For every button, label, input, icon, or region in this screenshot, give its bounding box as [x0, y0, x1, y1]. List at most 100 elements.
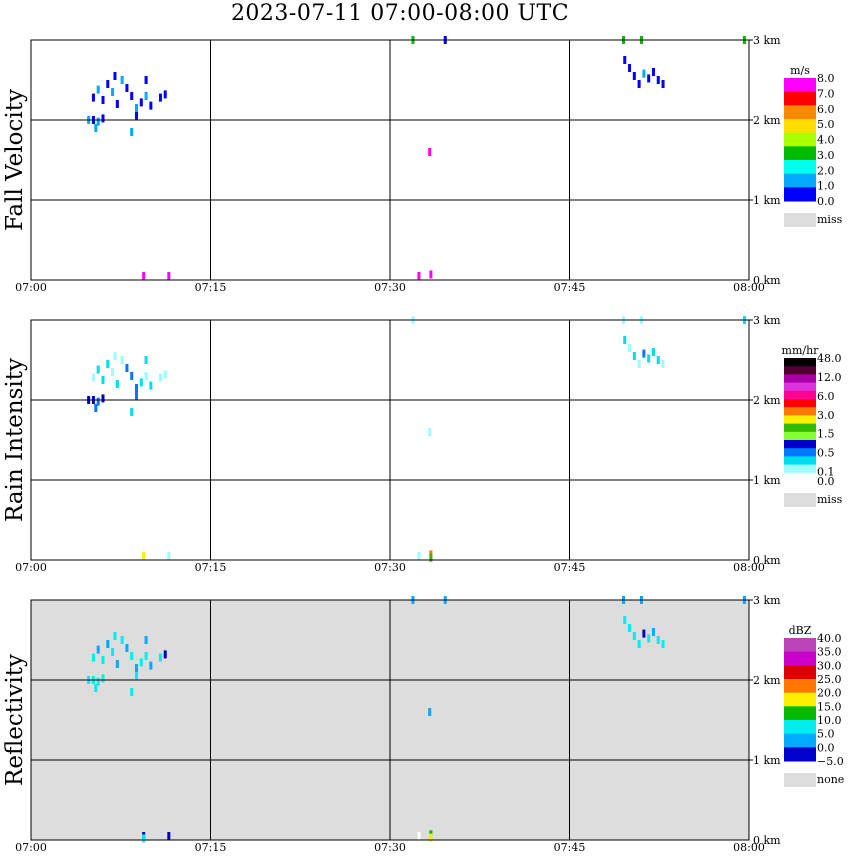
y-tick-label: 3 km: [753, 314, 781, 327]
legend-label: 40.0: [817, 632, 842, 645]
data-cell: [115, 100, 119, 108]
data-cell: [651, 68, 655, 76]
data-cell: [106, 360, 110, 368]
legend-swatch: [784, 638, 816, 653]
data-cell: [135, 664, 139, 672]
legend-swatch: [784, 665, 816, 680]
fall-velocity-chart: 07:00 07:15 07:30 07:45 08:000 km 1 km 2 km 3 k…: [15, 34, 842, 294]
y-tick-label: 3 km: [753, 594, 781, 607]
data-cell: [628, 64, 632, 72]
data-cell: [632, 72, 636, 80]
legend-label: 0.1: [817, 466, 835, 479]
data-cell: [96, 677, 100, 686]
x-tick-label: 07:45: [554, 561, 586, 574]
data-cell: [130, 408, 134, 416]
data-cell: [142, 272, 146, 280]
data-cell: [651, 348, 655, 356]
data-cell: [120, 636, 124, 644]
data-cell: [144, 92, 148, 100]
x-tick-label: 07:30: [374, 841, 406, 854]
legend-label: 6.0: [817, 103, 835, 116]
data-cell: [429, 553, 433, 562]
plot-frame: [30, 599, 750, 841]
legend-label: 0.0: [817, 195, 835, 208]
legend-label: 10.0: [817, 714, 842, 727]
legend-label: 0.5: [817, 447, 835, 460]
legend-swatch: [784, 747, 816, 762]
data-cell: [142, 552, 146, 560]
data-cell: [101, 656, 105, 664]
legend-label: 35.0: [817, 646, 842, 659]
legend-unit: m/s: [790, 64, 810, 77]
legend-swatch: [784, 390, 816, 400]
data-cell: [135, 112, 139, 120]
data-cell: [101, 376, 105, 384]
legend-label: 20.0: [817, 687, 842, 700]
data-cell: [125, 364, 129, 372]
fall-velocity-panel: Fall Velocity 07:00 07:15 07:30 07:45 08:00 0…: [0, 18, 850, 298]
data-cell: [149, 101, 153, 110]
legend-label: 25.0: [817, 673, 842, 686]
data-cell: [115, 660, 119, 668]
legend-swatch: [784, 407, 816, 416]
data-cell: [628, 624, 632, 632]
data-cell: [637, 80, 641, 88]
data-cell: [623, 56, 627, 64]
x-tick-label: 08:00: [733, 561, 765, 574]
data-cell: [130, 128, 134, 136]
legend-swatch: [784, 91, 816, 106]
data-cell: [96, 397, 100, 406]
data-cell: [647, 74, 651, 83]
y-tick-label: 0 km: [753, 554, 781, 567]
data-cell: [142, 834, 146, 843]
y-tick-label: 0 km: [753, 834, 781, 847]
legend-swatch: [784, 187, 816, 202]
data-cell: [144, 636, 148, 644]
data-cell: [91, 653, 95, 662]
legend-label: 48.0: [817, 352, 842, 365]
legend-swatch: [784, 399, 816, 408]
data-cell: [429, 833, 433, 842]
data-cell: [428, 708, 432, 716]
legend-label: 6.0: [817, 390, 835, 403]
data-cell: [642, 629, 646, 638]
legend-swatch: [784, 132, 816, 147]
data-cell: [96, 645, 100, 654]
data-cell: [656, 76, 660, 84]
rain-intensity-chart: 07:00 07:15 07:30 07:45 08:000 km 1 km 2 km 3 k…: [15, 314, 842, 574]
data-cell: [139, 378, 143, 387]
data-cell: [130, 372, 134, 380]
legend-label: 2.0: [817, 164, 835, 177]
legend-swatch: [784, 720, 816, 735]
legend-swatch: [784, 706, 816, 721]
data-cell: [111, 648, 115, 656]
legend-label: 12.0: [817, 371, 842, 384]
data-cell: [647, 354, 651, 363]
data-cell: [94, 124, 98, 132]
data-cell: [637, 640, 641, 648]
data-cell: [167, 272, 171, 280]
legend-swatch: [784, 160, 816, 175]
data-cell: [642, 349, 646, 358]
data-cell: [661, 360, 665, 368]
data-cell: [139, 658, 143, 667]
x-tick-label: 07:45: [554, 841, 586, 854]
legend-unit: mm/hr: [782, 344, 820, 357]
x-tick-label: 07:15: [195, 841, 227, 854]
reflectivity-chart: 07:00 07:15 07:30 07:45 08:000 km 1 km 2 km 3 k…: [15, 594, 844, 854]
legend-label: 1.0: [817, 180, 835, 193]
y-tick-label: 3 km: [753, 34, 781, 47]
data-cell: [656, 636, 660, 644]
legend-missing-label: none: [817, 773, 844, 786]
legend-swatch: [784, 146, 816, 161]
data-cell: [125, 644, 129, 652]
legend-swatch: [784, 679, 816, 694]
legend-missing-swatch: [784, 773, 816, 787]
data-cell: [135, 392, 139, 400]
data-cell: [101, 96, 105, 104]
legend-swatch: [784, 733, 816, 748]
data-cell: [623, 616, 627, 624]
data-cell: [130, 688, 134, 696]
x-tick-label: 07:45: [554, 281, 586, 294]
legend-missing-swatch: [784, 493, 816, 507]
